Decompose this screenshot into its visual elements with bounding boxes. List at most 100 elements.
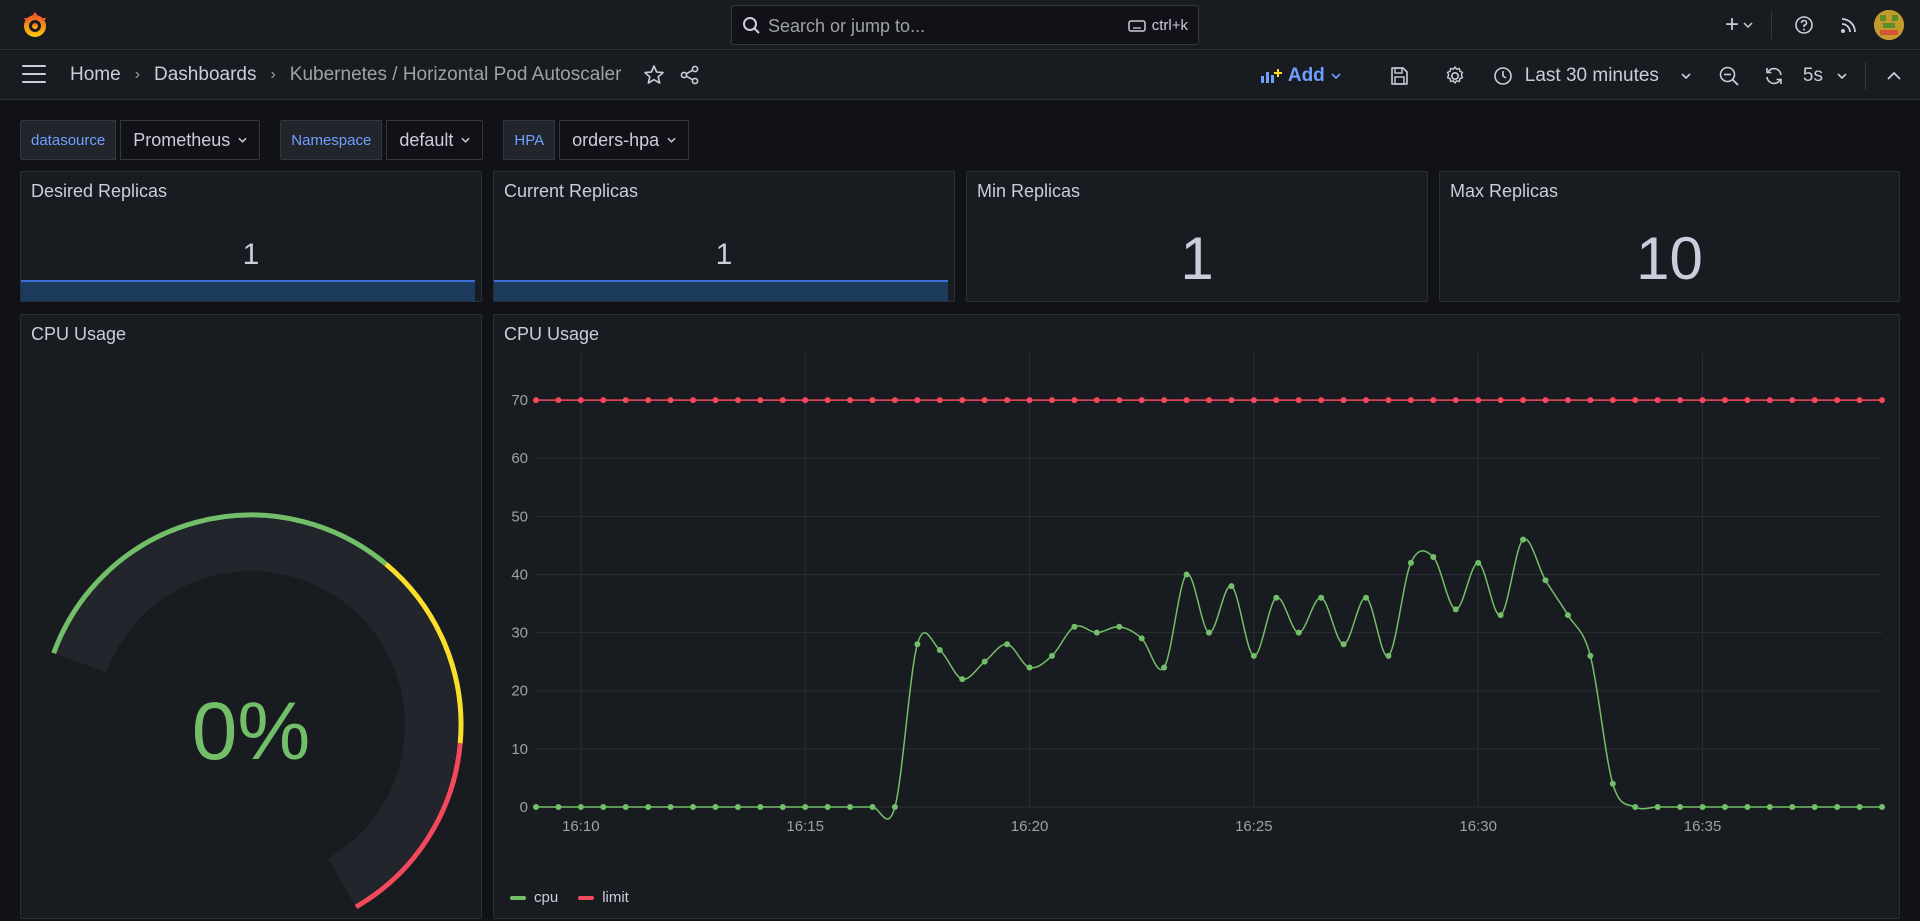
data-point-limit bbox=[1879, 397, 1885, 404]
data-point-cpu bbox=[1430, 554, 1437, 561]
data-point-limit bbox=[959, 397, 966, 404]
data-point-limit bbox=[1048, 397, 1055, 404]
legend-label: limit bbox=[602, 889, 629, 906]
data-point-cpu bbox=[1093, 629, 1100, 636]
grafana-logo-icon[interactable] bbox=[20, 10, 50, 40]
star-icon[interactable] bbox=[643, 64, 665, 86]
data-point-cpu bbox=[1295, 629, 1302, 636]
panel-title: CPU Usage bbox=[504, 324, 600, 344]
add-button[interactable]: Add bbox=[1260, 65, 1341, 87]
data-point-limit bbox=[533, 397, 539, 404]
data-point-limit bbox=[1004, 397, 1011, 404]
chevron-down-icon bbox=[461, 137, 470, 143]
data-point-limit bbox=[869, 397, 876, 404]
gear-icon bbox=[1446, 65, 1463, 84]
data-point-cpu bbox=[1116, 623, 1123, 630]
avatar-icon bbox=[1874, 10, 1904, 40]
breadcrumb-dashboards[interactable]: Dashboards bbox=[154, 64, 257, 85]
gauge-panel-cpu-usage[interactable]: CPU Usage 0% bbox=[20, 314, 482, 919]
chevron-down-icon bbox=[238, 137, 247, 143]
hpa-select[interactable]: orders-hpa bbox=[559, 120, 690, 160]
panel-title: Desired Replicas bbox=[31, 181, 168, 201]
data-point-limit bbox=[1161, 397, 1168, 404]
breadcrumb-home[interactable]: Home bbox=[70, 64, 121, 85]
data-point-cpu bbox=[734, 804, 741, 810]
stat-panel-min-replicas[interactable]: Min Replicas 1 bbox=[966, 171, 1428, 302]
data-point-limit bbox=[1273, 397, 1280, 404]
chevron-down-icon bbox=[667, 137, 676, 143]
data-point-cpu bbox=[622, 804, 629, 810]
panel-title: Current Replicas bbox=[504, 181, 639, 201]
panel-title: CPU Usage bbox=[31, 324, 127, 344]
time-range-picker[interactable]: Last 30 minutes bbox=[1493, 65, 1691, 87]
chevron-up-icon bbox=[1887, 71, 1901, 80]
data-point-cpu bbox=[1318, 594, 1325, 601]
data-point-cpu bbox=[1228, 583, 1235, 590]
plus-icon: + bbox=[1724, 11, 1739, 38]
namespace-select[interactable]: default bbox=[386, 120, 484, 160]
refresh-button[interactable] bbox=[1753, 65, 1795, 87]
save-dashboard-button[interactable] bbox=[1371, 66, 1427, 86]
data-point-limit bbox=[1475, 397, 1482, 404]
timeseries-panel-cpu-usage[interactable]: CPU Usage 0 10 20 30 40 50 60 70 16:10 16:15 16:20… bbox=[493, 314, 1900, 919]
time-range-label: Last 30 minutes bbox=[1524, 64, 1659, 86]
search-shortcut-label: ctrl+k bbox=[1151, 17, 1188, 34]
data-point-cpu bbox=[1452, 606, 1459, 613]
add-panel-icon bbox=[1260, 68, 1282, 83]
top-bar: Search or jump to... ctrl+k + bbox=[0, 0, 1920, 50]
stat-panel-max-replicas[interactable]: Max Replicas 10 bbox=[1439, 171, 1900, 302]
topbar-actions: + bbox=[1717, 0, 1920, 50]
data-point-limit bbox=[1766, 397, 1773, 404]
data-point-cpu bbox=[645, 804, 652, 810]
save-icon bbox=[1390, 66, 1408, 85]
dashboard-settings-button[interactable] bbox=[1427, 65, 1483, 87]
data-point-cpu bbox=[533, 804, 539, 810]
data-point-cpu bbox=[779, 804, 786, 810]
y-tick-label: 60 bbox=[511, 450, 528, 467]
collapse-header-button[interactable] bbox=[1882, 71, 1906, 80]
search-icon bbox=[743, 17, 760, 34]
search-bar[interactable]: Search or jump to... ctrl+k bbox=[731, 5, 1199, 45]
user-avatar[interactable] bbox=[1874, 10, 1904, 40]
chart-legend: cpu limit bbox=[510, 889, 629, 906]
data-point-limit bbox=[891, 397, 898, 404]
legend-swatch bbox=[578, 895, 595, 900]
help-button[interactable] bbox=[1784, 15, 1824, 35]
x-tick-label: 16:15 bbox=[786, 818, 824, 835]
data-point-cpu bbox=[1048, 652, 1055, 659]
refresh-interval-picker[interactable]: 5s bbox=[1803, 65, 1847, 87]
zoom-out-button[interactable] bbox=[1705, 65, 1753, 87]
data-point-limit bbox=[1071, 397, 1078, 404]
data-point-limit bbox=[1699, 397, 1706, 404]
data-point-cpu bbox=[1206, 629, 1212, 636]
data-point-limit bbox=[667, 397, 674, 404]
data-point-cpu bbox=[1789, 804, 1796, 810]
stat-panel-desired-replicas[interactable]: Desired Replicas 1 bbox=[20, 171, 482, 302]
legend-item-cpu[interactable]: cpu bbox=[510, 889, 558, 906]
sparkline bbox=[21, 280, 475, 301]
data-point-limit bbox=[1385, 397, 1392, 404]
x-tick-label: 16:35 bbox=[1684, 818, 1722, 835]
data-point-limit bbox=[1744, 397, 1751, 404]
data-point-cpu bbox=[1856, 804, 1863, 810]
data-point-limit bbox=[1609, 397, 1616, 404]
x-tick-label: 16:30 bbox=[1459, 818, 1497, 835]
data-point-cpu bbox=[1677, 804, 1684, 810]
news-button[interactable] bbox=[1824, 16, 1874, 34]
chevron-right-icon: › bbox=[134, 66, 141, 83]
clock-icon bbox=[1493, 66, 1512, 85]
new-menu-button[interactable]: + bbox=[1717, 11, 1761, 39]
share-icon[interactable] bbox=[679, 64, 701, 86]
gauge-threshold-red bbox=[354, 743, 463, 910]
y-tick-label: 20 bbox=[511, 683, 528, 700]
grid bbox=[536, 353, 1882, 808]
legend-item-limit[interactable]: limit bbox=[578, 889, 629, 906]
menu-toggle-icon[interactable] bbox=[22, 65, 46, 85]
datasource-select[interactable]: Prometheus bbox=[120, 120, 261, 160]
data-point-cpu bbox=[959, 676, 966, 683]
stat-panel-current-replicas[interactable]: Current Replicas 1 bbox=[493, 171, 955, 302]
data-point-limit bbox=[1632, 397, 1639, 404]
data-point-cpu bbox=[891, 804, 898, 810]
breadcrumb-current-dashboard: Kubernetes / Horizontal Pod Autoscaler bbox=[289, 64, 622, 85]
data-point-limit bbox=[1318, 397, 1325, 404]
